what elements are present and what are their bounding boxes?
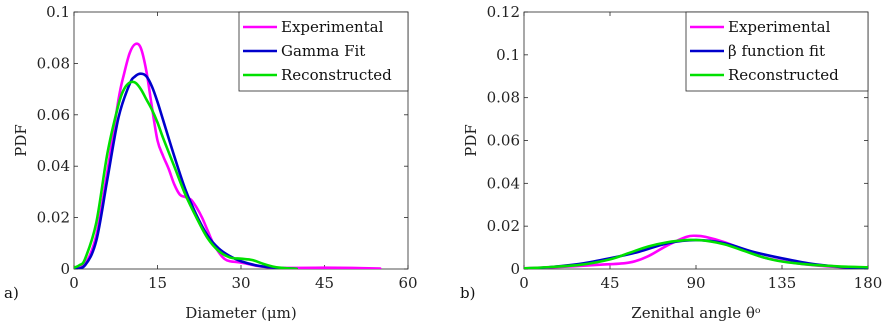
x-tick-label: 15: [148, 274, 167, 292]
y-tick-label: 0.12: [487, 3, 520, 21]
legend-label: Gamma Fit: [281, 42, 365, 60]
x-tick-label: 0: [519, 274, 529, 292]
x-tick-label: 135: [768, 274, 797, 292]
x-tick-label: 30: [231, 274, 250, 292]
y-tick-label: 0.1: [46, 3, 70, 21]
y-axis-label: PDF: [12, 124, 30, 157]
series-line-3: [74, 80, 298, 269]
legend: Experimental β function fit Reconstructed: [685, 11, 869, 92]
series-group: [74, 42, 382, 269]
x-tick-label: 0: [69, 274, 79, 292]
y-tick-label: 0.04: [487, 174, 520, 192]
series-group: [524, 234, 868, 269]
x-tick-label: 60: [398, 274, 417, 292]
x-tick-label: 180: [854, 274, 883, 292]
y-tick-label: 0.06: [487, 132, 520, 150]
x-axis-label: Zenithal angle θᵒ: [631, 304, 761, 322]
y-tick-label: 0.1: [496, 46, 520, 64]
x-tick-label: 90: [686, 274, 705, 292]
y-tick-label: 0.06: [37, 106, 70, 124]
legend-label: Experimental: [281, 18, 384, 36]
y-tick-label: 0.08: [487, 89, 520, 107]
legend-label: β function fit: [728, 42, 825, 60]
panel-label: b): [460, 284, 475, 302]
panel-label: a): [4, 284, 19, 302]
legend-label: Reconstructed: [728, 66, 839, 84]
y-tick-label: 0.08: [37, 54, 70, 72]
x-axis-label: Diameter (μm): [185, 304, 296, 322]
y-tick-label: 0: [510, 260, 520, 278]
series-line-3: [524, 238, 868, 269]
y-tick-label: 0.02: [37, 209, 70, 227]
panel-a: 0 15 30 45 60 0 0.02 0.04 0.06 0.08 0.1 Diameter (μ…: [4, 3, 418, 322]
y-axis-label: PDF: [462, 124, 480, 157]
y-tick-label: 0: [60, 260, 70, 278]
y-tick-label: 0.04: [37, 157, 70, 175]
panel-b: 0 45 90 135 180 0 0.02 0.04 0.06 0.08 0.1 0.12 Zenit…: [460, 3, 882, 322]
legend: Experimental Gamma Fit Reconstructed: [238, 11, 409, 92]
y-tick-label: 0.02: [487, 217, 520, 235]
legend-label: Experimental: [728, 18, 831, 36]
legend-label: Reconstructed: [281, 66, 392, 84]
x-tick-label: 45: [600, 274, 619, 292]
x-tick-label: 45: [315, 274, 334, 292]
